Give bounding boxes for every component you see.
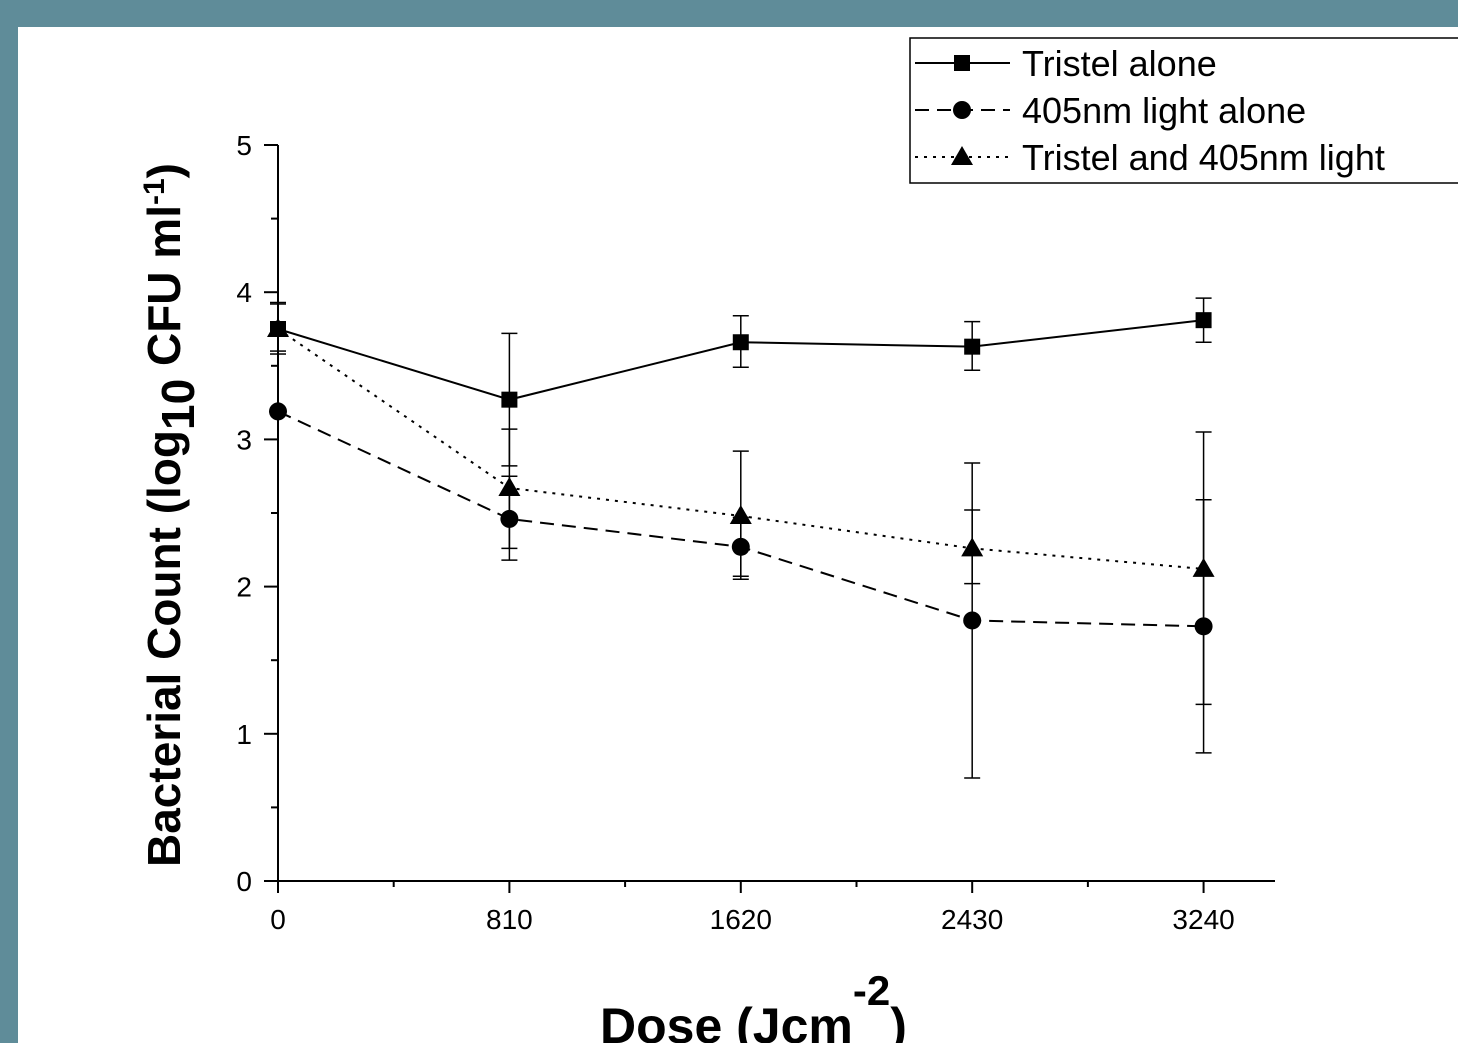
x-tick-label: 3240: [1172, 904, 1234, 935]
data-point: [498, 476, 521, 496]
legend: Tristel alone 405nm light alone Tristel an…: [909, 37, 1458, 184]
y-axis-title-prefix: Bacterial Count (log: [138, 430, 190, 867]
x-axis-title-text: Dose (Jcm: [600, 998, 853, 1043]
series-square: [270, 297, 1212, 467]
data-point: [963, 611, 982, 630]
series-triangle: [267, 303, 1215, 706]
legend-marker: [951, 146, 973, 165]
legend-label: 405nm light alone: [1022, 90, 1306, 131]
x-axis-title-suffix: ): [890, 998, 907, 1043]
legend-entry: 405nm light alone: [915, 90, 1306, 131]
y-axis-title-superscript: -1: [138, 178, 171, 205]
x-tick-label: 0: [270, 904, 286, 935]
data-point: [501, 391, 518, 408]
data-point: [1195, 312, 1212, 329]
data-point: [732, 334, 749, 351]
data-point: [729, 504, 752, 524]
y-tick-label: 1: [236, 719, 252, 750]
y-tick-label: 3: [236, 424, 252, 455]
legend-label: Tristel and 405nm light: [1022, 137, 1385, 178]
slide-panel: [18, 27, 1458, 1043]
y-tick-label: 4: [236, 277, 252, 308]
series-layer: [267, 297, 1215, 779]
x-tick-label: 1620: [710, 904, 772, 935]
y-axis-title-subscript: 10: [152, 379, 204, 430]
data-point: [961, 537, 984, 557]
y-tick-label: 2: [236, 572, 252, 603]
x-axis-title: Dose (Jcm-2): [600, 967, 907, 1043]
legend-entry: Tristel alone: [915, 43, 1217, 84]
x-axis-title-superscript: -2: [853, 967, 890, 1014]
axis-ticks: 0 1 2 3 4 5 0 810 1620 2430 3240: [236, 130, 1234, 935]
data-point: [267, 318, 289, 337]
legend-marker: [953, 101, 971, 119]
y-axis-title-middle: CFU ml: [138, 205, 190, 379]
x-tick-label: 2430: [941, 904, 1003, 935]
y-tick-label: 5: [236, 130, 252, 161]
x-tick-label: 810: [486, 904, 533, 935]
axes: [277, 145, 1275, 882]
legend-label: Tristel alone: [1022, 43, 1217, 84]
legend-marker: [954, 55, 970, 71]
legend-entry: Tristel and 405nm light: [915, 137, 1385, 178]
y-axis-title-suffix: ): [138, 163, 190, 178]
y-axis-title: Bacterial Count (log10 CFU ml-1): [138, 163, 204, 867]
data-point: [269, 402, 287, 421]
data-point: [1192, 557, 1215, 577]
data-point: [964, 338, 981, 355]
y-tick-label: 0: [236, 866, 252, 897]
